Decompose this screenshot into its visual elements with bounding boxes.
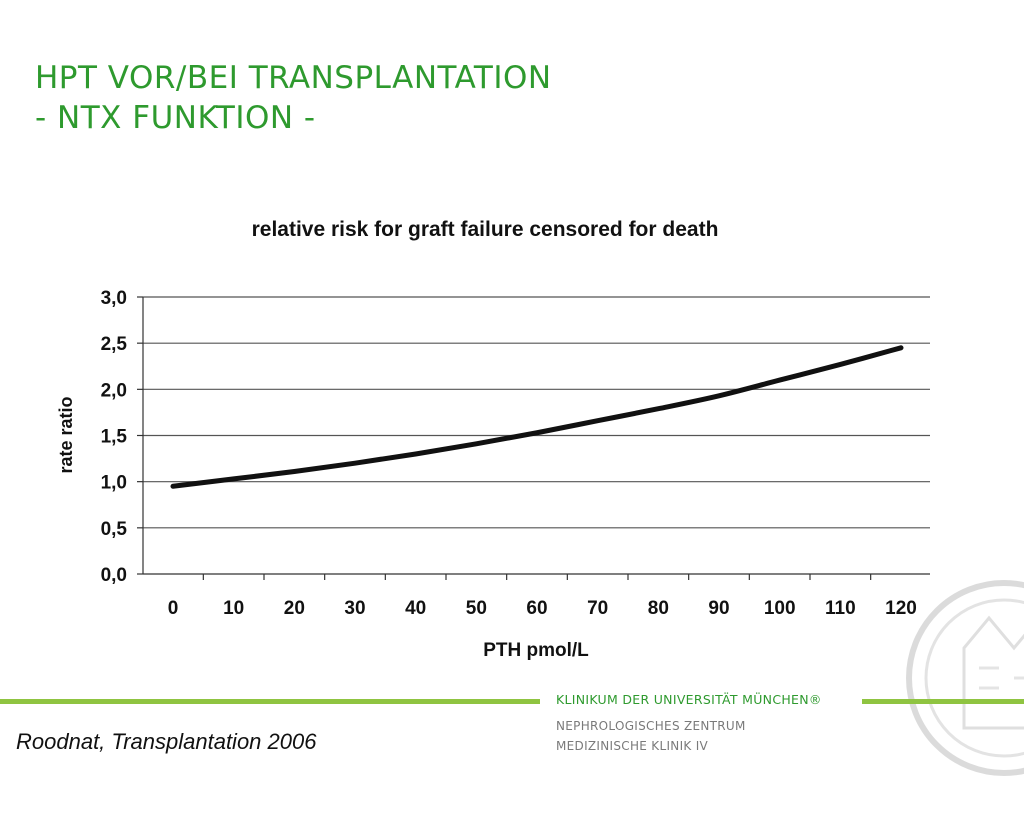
y-tick-label: 3,0 [101,288,127,309]
x-tick-label: 120 [885,598,917,619]
x-tick-label: 60 [526,598,547,619]
x-tick-label: 70 [587,598,608,619]
chart-title: relative risk for graft failure censored… [252,218,719,241]
slide-title: HPT VOR/BEI TRANSPLANTATION - NTX FUNKTI… [35,58,552,138]
y-tick-label: 2,5 [101,334,128,355]
y-axis-label: rate ratio [56,396,76,473]
rate-ratio-chart: relative risk for graft failure censored… [56,218,930,661]
institution-name: KLINIKUM DER UNIVERSITÄT MÜNCHEN® [556,692,822,707]
y-tick-label: 0,5 [101,519,128,540]
x-tick-label: 80 [648,598,669,619]
y-tick-label: 2,0 [101,380,127,401]
x-tick-label: 110 [825,598,856,619]
x-tick-label: 90 [708,598,729,619]
slide-title-line-1: HPT VOR/BEI TRANSPLANTATION [35,60,552,96]
series [170,345,904,489]
footer-accent-line-left [0,699,540,704]
y-tick-labels: 0,0 0,5 1,0 1,5 2,0 2,5 3,0 [101,288,128,586]
x-tick-labels: 0 10 20 30 40 50 60 70 80 90 100 110 120 [168,598,917,619]
x-axis-label: PTH pmol/L [483,640,589,661]
x-tick-label: 40 [405,598,426,619]
rate-ratio-curve [170,345,904,489]
x-tick-label: 0 [168,598,179,619]
y-tick-label: 0,0 [101,565,127,586]
slide-title-line-2: - NTX FUNKTION - [35,100,316,136]
university-seal-watermark [906,580,1024,776]
clinic-name: MEDIZINISCHE KLINIK IV [556,739,709,753]
footer-accent-line-right [862,699,1024,704]
y-tick-label: 1,0 [101,473,127,494]
x-tick-label: 10 [223,598,244,619]
x-tick-label: 100 [764,598,796,619]
x-tick-label: 50 [466,598,487,619]
gridlines [143,296,930,529]
x-tick-label: 20 [284,598,305,619]
x-tick-label: 30 [344,598,365,619]
citation: Roodnat, Transplantation 2006 [16,729,317,754]
y-tick-label: 1,5 [101,427,128,448]
department-name: NEPHROLOGISCHES ZENTRUM [556,719,746,733]
axes [137,296,930,580]
